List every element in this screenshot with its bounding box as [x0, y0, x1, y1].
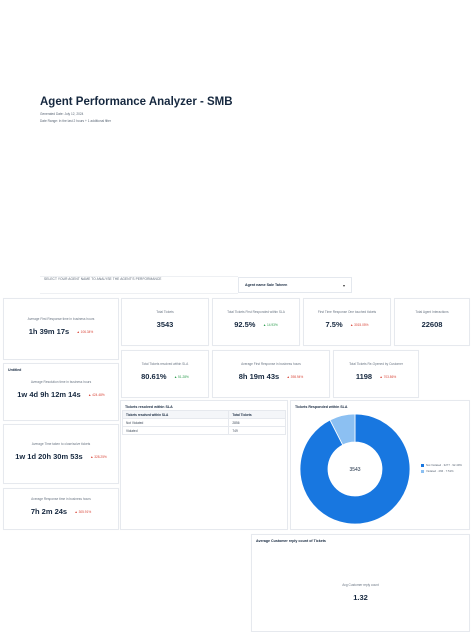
kpi-label: Total Agent Interactions	[415, 310, 449, 314]
kpi-total-reopened: Total Tickets Re-Opened by Customer 1198…	[333, 350, 419, 398]
kpi-delta: ▲ 3015.05%	[350, 322, 369, 327]
kpi-delta: ▲ 305.91%	[74, 509, 92, 514]
agent-filter-bar	[40, 276, 238, 294]
kpi-resolution: Untitled Average Resolution time in busi…	[3, 363, 119, 421]
kpi-value: 80.61%	[141, 372, 167, 382]
kpi-value: 92.5%	[234, 320, 256, 330]
legend-item[interactable]: Violated · 266 · 7.51%	[421, 469, 462, 473]
kpi-value: 3543	[156, 320, 174, 330]
kpi-value: 7h 2m 24s	[30, 507, 68, 517]
sla-table: Tickets resolved within SLA Total Ticket…	[121, 410, 286, 435]
kpi-interactions: Total Agent Interactions 22608	[394, 298, 470, 346]
kpi-delta: ▲ 328.25%	[90, 454, 107, 459]
kpi-label: Avg Customer reply count	[342, 582, 379, 587]
kpi-one-touch: First Time Response One touched tickets …	[303, 298, 391, 346]
kpi-label: Total Tickets Re-Opened by Customer	[349, 362, 403, 366]
kpi-delta: ▲ 51.28%	[174, 374, 189, 379]
page-title: Agent Performance Analyzer - SMB	[40, 96, 233, 108]
kpi-value: 1w 4d 9h 12m 14s	[17, 390, 81, 400]
kpi-total-tickets: Total Tickets 3543	[121, 298, 209, 346]
donut-svg: 3543	[299, 413, 411, 525]
kpi-first-response: Average First Response time in business …	[3, 298, 119, 360]
kpi-reply-count: Average Customer reply count of Tickets …	[251, 534, 470, 632]
table-header: Tickets resolved within SLA	[121, 410, 230, 419]
kpi-delta: ▲ 703.86%	[379, 374, 397, 379]
donut-center-label: 3543	[349, 467, 360, 473]
kpi-resolved-sla: Total Tickets resolved within SLA 80.61%…	[121, 350, 209, 398]
table-cell: Violated	[121, 426, 230, 435]
donut-legend: Not Violated · 3277 · 92.49% Violated · …	[421, 463, 462, 475]
donut-title: Tickets Responded within SLA	[295, 405, 348, 409]
kpi-avg-response: Average Response time in business hours …	[3, 488, 119, 530]
kpi-label: Average Time taken to close/solve ticket…	[31, 442, 91, 446]
kpi-value: 1h 39m 17s	[28, 327, 70, 337]
sla-table-title: Tickets resolved within SLA	[125, 405, 173, 409]
table-header: Total Tickets	[228, 410, 286, 419]
kpi-avg-first-response-biz: Average First Response in business hours…	[212, 350, 330, 398]
kpi-label: First Time Response One touched tickets	[317, 310, 377, 314]
kpi-delta: ▲ 14.93%	[262, 322, 278, 327]
kpi-label: Total Tickets First Responded within SLA	[227, 310, 285, 314]
kpi-close-time: Average Time taken to close/solve ticket…	[3, 424, 119, 484]
legend-item[interactable]: Not Violated · 3277 · 92.49%	[421, 463, 462, 467]
legend-label: Not Violated · 3277 · 92.49%	[426, 463, 462, 467]
table-cell: 2856	[228, 418, 286, 427]
kpi-value: 22608	[421, 320, 443, 330]
kpi-value: 7.5%	[325, 320, 343, 330]
kpi-label: Total Tickets	[156, 310, 174, 314]
agent-select[interactable]: Agent name Sale Taheen ▾	[238, 277, 352, 293]
table-row: Not Violated 2856	[121, 418, 286, 427]
kpi-label: Average First Response in business hours	[241, 362, 301, 366]
legend-label: Violated · 266 · 7.51%	[426, 469, 454, 473]
chevron-down-icon: ▾	[342, 282, 345, 288]
date-range: Date Range: In the last 2 hours + 1 addi…	[40, 119, 111, 123]
kpi-first-resp-sla: Total Tickets First Responded within SLA…	[212, 298, 300, 346]
table-cell: 749	[228, 426, 286, 435]
card-title: Untitled	[8, 368, 22, 372]
table-header-row: Tickets resolved within SLA Total Ticket…	[121, 410, 286, 419]
generated-date: Generated Date: July 12, 2024	[40, 112, 84, 116]
legend-swatch	[421, 463, 424, 467]
kpi-label: Average Response time in business hours	[31, 497, 91, 501]
legend-swatch	[421, 469, 424, 473]
donut-slice-not-violated[interactable]	[299, 413, 411, 525]
card-title: Average Customer reply count of Tickets	[256, 539, 326, 543]
kpi-delta: ▲ 398.94%	[286, 374, 304, 379]
kpi-label: Average Resolution time in business hour…	[30, 380, 92, 384]
table-row: Violated 749	[121, 426, 286, 435]
donut-chart: 3543	[298, 412, 412, 531]
kpi-value: 1w 1d 20h 30m 53s	[15, 452, 83, 462]
kpi-value: 1.32	[353, 592, 368, 602]
kpi-delta: ▲ 424.48%	[88, 392, 105, 397]
agent-select-value: Agent name Sale Taheen	[245, 283, 288, 287]
kpi-label: Total Tickets resolved within SLA	[141, 362, 189, 366]
kpi-label: Average First Response time in business …	[27, 317, 95, 321]
agent-filter-label: SELECT YOUR AGENT NAME TO ANALYSE THE AG…	[44, 277, 162, 281]
kpi-value: 1198	[355, 372, 373, 382]
kpi-value: 8h 19m 43s	[238, 372, 280, 382]
kpi-delta: ▲ 106.34%	[76, 329, 94, 334]
table-cell: Not Violated	[121, 418, 230, 427]
donut-slice-violated[interactable]	[329, 413, 356, 446]
